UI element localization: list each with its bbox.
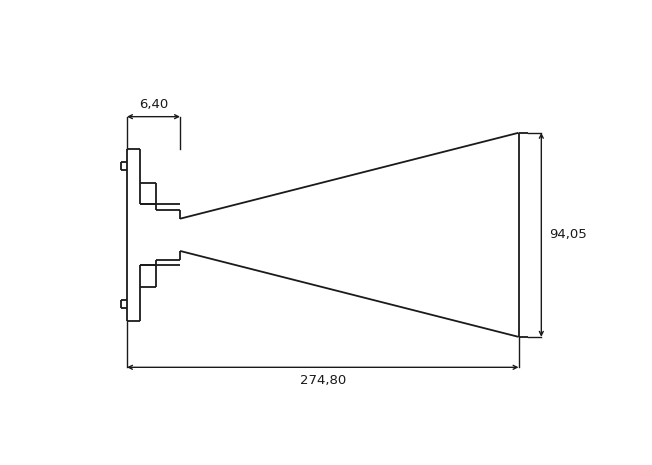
Text: 94,05: 94,05: [549, 228, 587, 241]
Text: 6,40: 6,40: [139, 98, 168, 111]
Text: 274,80: 274,80: [300, 374, 346, 387]
